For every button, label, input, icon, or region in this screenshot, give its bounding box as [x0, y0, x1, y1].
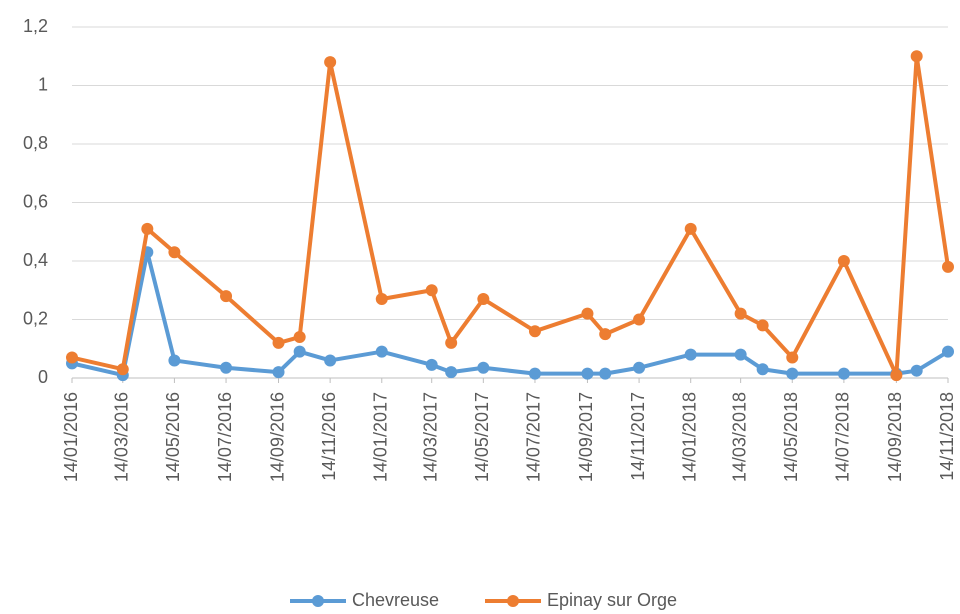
- point: [141, 222, 154, 235]
- point: [786, 367, 799, 380]
- point: [425, 284, 438, 297]
- y-tick-label: 0: [38, 367, 48, 387]
- point: [528, 367, 541, 380]
- y-tick-label: 0,6: [23, 191, 48, 211]
- point: [324, 56, 337, 69]
- point: [293, 345, 306, 358]
- point: [837, 367, 850, 380]
- point: [942, 260, 954, 273]
- point: [633, 361, 646, 374]
- point: [910, 364, 923, 377]
- point: [599, 328, 612, 341]
- point: [375, 345, 388, 358]
- point: [734, 307, 747, 320]
- point: [375, 293, 388, 306]
- x-tick-label: 14/01/2018: [679, 392, 699, 482]
- point: [786, 351, 799, 364]
- x-tick-label: 14/09/2018: [885, 392, 905, 482]
- point: [168, 246, 181, 259]
- legend-label: Chevreuse: [352, 590, 439, 610]
- x-tick-label: 14/07/2017: [524, 392, 544, 482]
- point: [168, 354, 181, 367]
- point: [220, 290, 233, 303]
- legend-marker: [507, 595, 519, 607]
- point: [272, 336, 285, 349]
- point: [756, 319, 769, 332]
- x-tick-label: 14/09/2016: [267, 392, 287, 482]
- point: [599, 367, 612, 380]
- point: [324, 354, 337, 367]
- y-tick-label: 0,8: [23, 133, 48, 153]
- point: [581, 367, 594, 380]
- x-tick-label: 14/11/2017: [628, 392, 648, 481]
- x-tick-label: 14/09/2017: [576, 392, 596, 482]
- point: [942, 345, 954, 358]
- point: [220, 361, 233, 374]
- x-tick-label: 14/05/2016: [163, 392, 183, 482]
- x-tick-label: 14/03/2016: [112, 392, 132, 482]
- series-line: [71, 54, 950, 378]
- point: [293, 331, 306, 344]
- point: [684, 222, 697, 235]
- x-tick-label: 14/05/2018: [781, 392, 801, 482]
- x-tick-label: 14/03/2017: [420, 392, 440, 482]
- point: [581, 307, 594, 320]
- point: [425, 358, 438, 371]
- point: [116, 363, 129, 376]
- y-tick-label: 1: [38, 74, 48, 94]
- point: [684, 348, 697, 361]
- point: [528, 325, 541, 338]
- point: [837, 255, 850, 267]
- x-tick-label: 14/01/2017: [371, 392, 391, 482]
- y-tick-label: 0,4: [23, 250, 48, 270]
- x-tick-label: 14/11/2018: [937, 392, 957, 481]
- point: [445, 366, 458, 379]
- point: [910, 50, 923, 63]
- y-tick-label: 1,2: [23, 16, 48, 36]
- x-tick-label: 14/11/2016: [319, 392, 339, 481]
- point: [477, 293, 490, 306]
- legend-marker: [312, 595, 324, 607]
- point: [756, 363, 769, 376]
- x-tick-label: 14/03/2018: [729, 392, 749, 482]
- point: [66, 351, 78, 364]
- point: [272, 366, 285, 379]
- point: [445, 336, 458, 349]
- point: [633, 313, 646, 326]
- x-tick-label: 14/07/2018: [833, 392, 853, 482]
- point: [477, 361, 490, 374]
- y-tick-label: 0,2: [23, 308, 48, 328]
- x-tick-label: 14/07/2016: [215, 392, 235, 482]
- point: [734, 348, 747, 361]
- x-tick-label: 14/05/2017: [472, 392, 492, 482]
- x-tick-label: 14/01/2016: [61, 392, 81, 482]
- point: [890, 369, 903, 382]
- legend-label: Epinay sur Orge: [547, 590, 677, 610]
- series-line: [71, 250, 950, 378]
